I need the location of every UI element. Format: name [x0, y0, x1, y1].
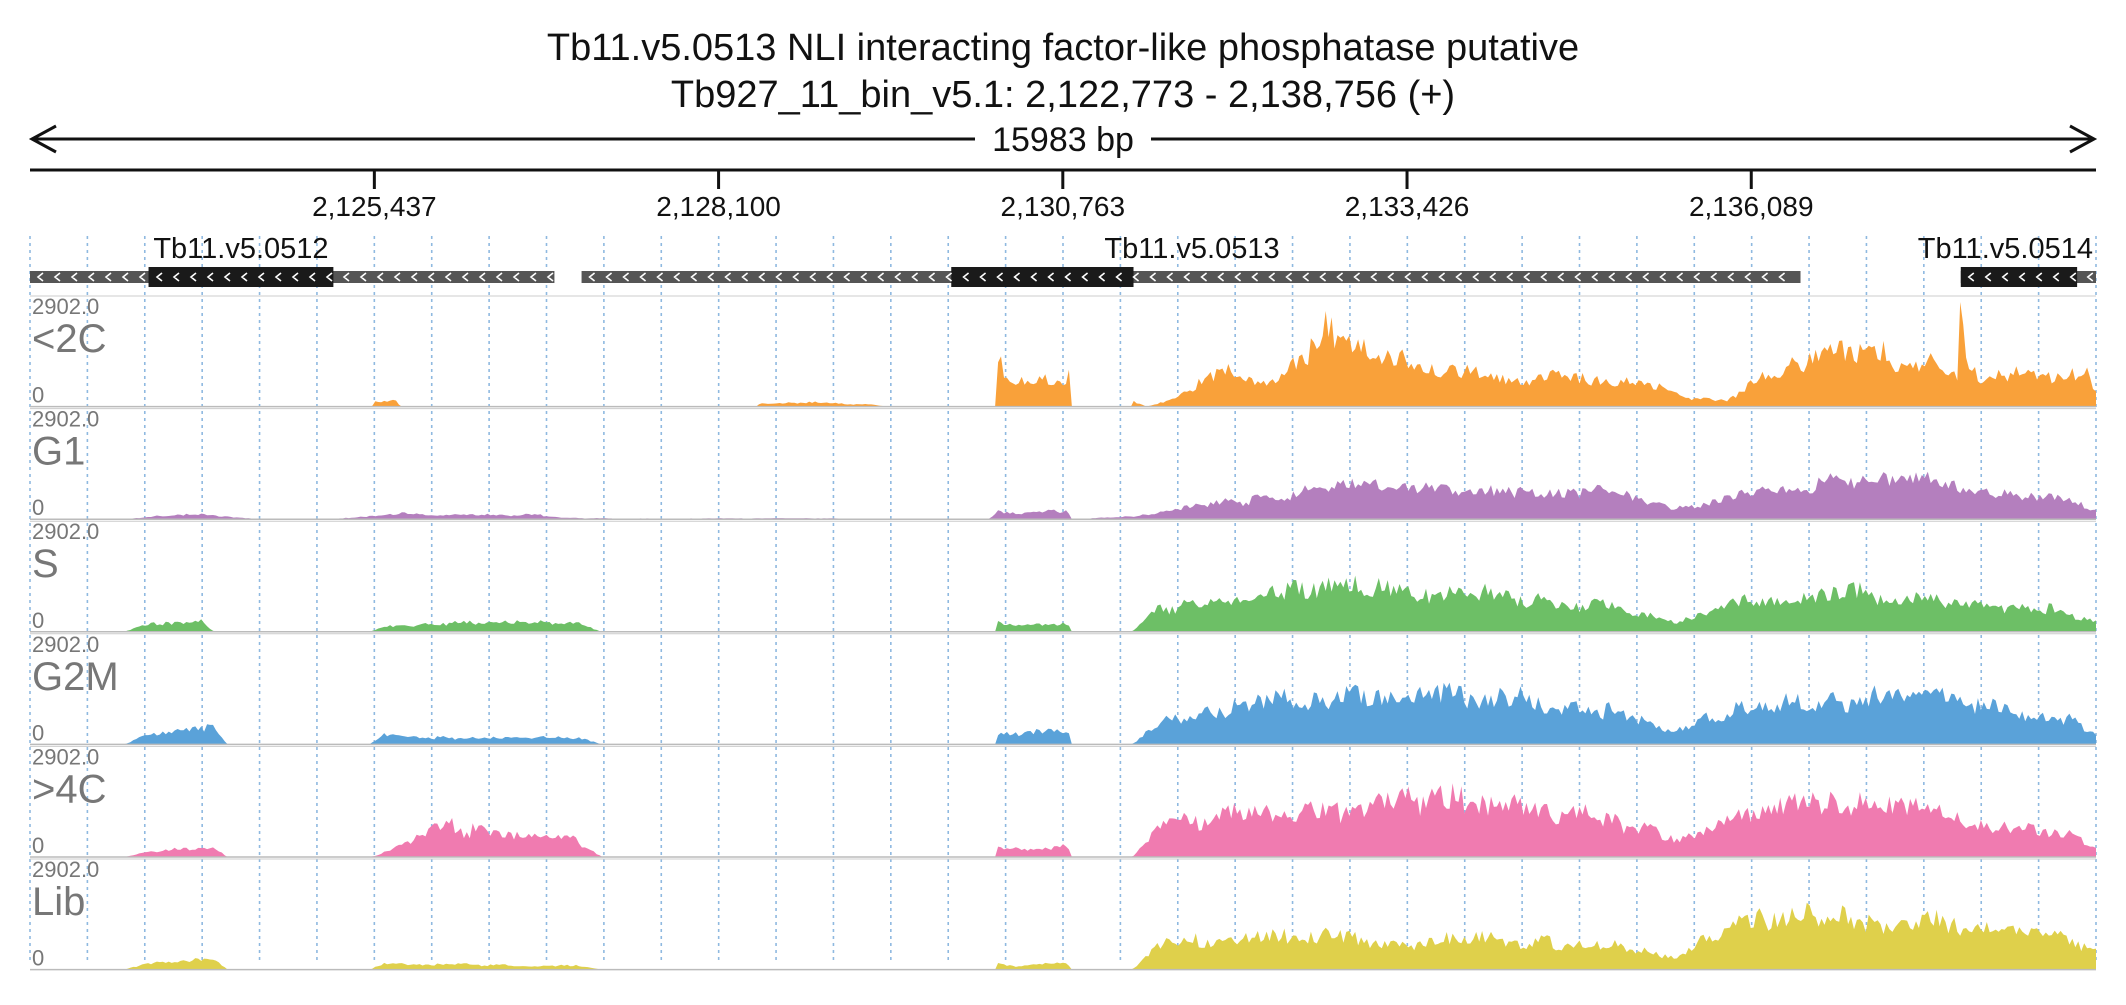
track-name-label: Lib: [32, 880, 85, 924]
coverage-area: [30, 783, 2096, 857]
chart-title: Tb11.v5.0513 NLI interacting factor-like…: [547, 27, 1579, 69]
gene-label: Tb11.v5.0514: [1918, 233, 2093, 265]
gene-track: Tb11.v5.0512 Tb11.v5.0513 Tb11.v5.0514: [30, 233, 2096, 287]
track-max-label: 2902.0: [32, 294, 99, 319]
coordinate-ticks: 2,125,437 2,128,100 2,130,763 2,133,426 2,13…: [312, 170, 1814, 222]
gene-cds-box: [951, 267, 1134, 287]
track-zero-label: 0: [32, 946, 44, 971]
tick-label: 2,136,089: [1689, 191, 1814, 222]
strand-chevrons: [1967, 272, 2094, 282]
coverage-area: [30, 575, 2096, 632]
tick-label: 2,125,437: [312, 191, 437, 222]
coverage-area: [30, 471, 2096, 520]
track-max-label: 2902.0: [32, 632, 99, 657]
coverage-tracks: 2902.0<2C02902.0G102902.0S02902.0G2M0290…: [30, 294, 2096, 971]
track-name-label: >4C: [32, 767, 107, 811]
span-label: 15983 bp: [992, 121, 1134, 159]
track-zero-label: 0: [32, 608, 44, 633]
strand-chevrons: [36, 272, 554, 282]
track-name-label: S: [32, 542, 59, 586]
tick-label: 2,133,426: [1345, 191, 1470, 222]
track-name-label: G2M: [32, 655, 119, 699]
coverage-area: [30, 682, 2096, 745]
track-zero-label: 0: [32, 720, 44, 745]
track-name-label: <2C: [32, 317, 107, 361]
chart-subtitle: Tb927_11_bin_v5.1: 2,122,773 - 2,138,756…: [671, 74, 1455, 116]
strand-chevrons: [588, 272, 1786, 282]
track-zero-label: 0: [32, 495, 44, 520]
tick-label: 2,128,100: [656, 191, 781, 222]
gene-label: Tb11.v5.0512: [153, 233, 328, 265]
track-name-label: G1: [32, 430, 85, 474]
span-ruler: 15983 bp: [28, 121, 2098, 159]
gene-label: Tb11.v5.0513: [1104, 233, 1279, 265]
track-max-label: 2902.0: [32, 519, 99, 544]
track-max-label: 2902.0: [32, 407, 99, 432]
coverage-area: [30, 902, 2096, 970]
track-max-label: 2902.0: [32, 857, 99, 882]
gene-utr-bar: [581, 271, 1801, 283]
track-zero-label: 0: [32, 833, 44, 858]
track-zero-label: 0: [32, 383, 44, 408]
span-arrow-head-right: [2069, 124, 2098, 154]
tick-label: 2,130,763: [1001, 191, 1126, 222]
track-max-label: 2902.0: [32, 744, 99, 769]
coverage-area: [30, 302, 2096, 407]
span-arrow-head-left: [28, 124, 57, 154]
